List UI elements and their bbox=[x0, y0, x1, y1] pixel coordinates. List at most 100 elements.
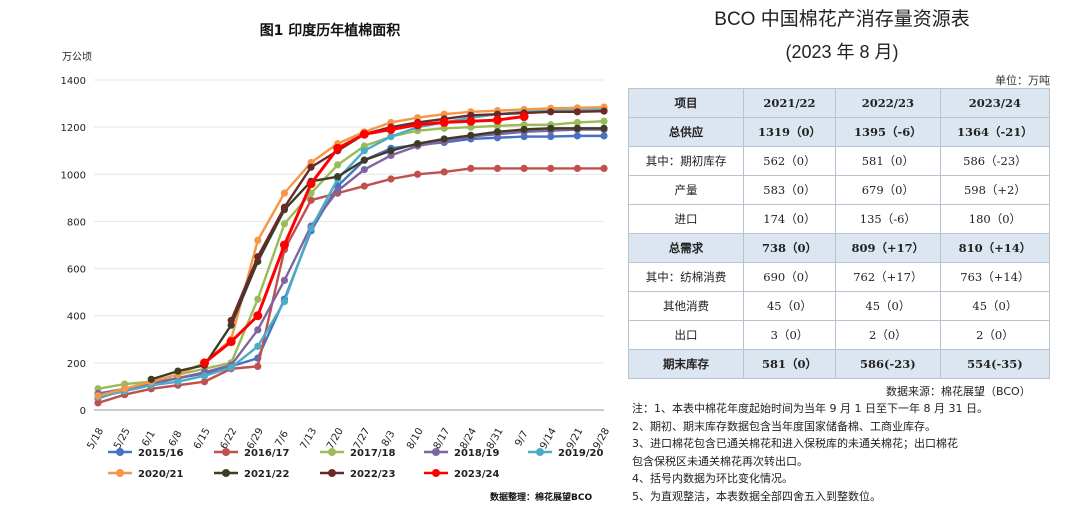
x-tick-label: 7/13 bbox=[299, 426, 320, 451]
legend-label: 2019/20 bbox=[558, 448, 603, 459]
data-point bbox=[147, 375, 155, 383]
data-point bbox=[519, 112, 529, 122]
x-tick-label: 7/20 bbox=[325, 426, 346, 451]
x-tick-label: 8/10 bbox=[405, 426, 426, 451]
table-subtitle: (2023 年 8 月) bbox=[785, 42, 899, 62]
row-value: 581（0） bbox=[743, 349, 836, 379]
data-point bbox=[520, 164, 528, 172]
row-value: 598（+2） bbox=[939, 175, 1051, 205]
row-label: 其他消费 bbox=[628, 291, 744, 321]
y-tick-label: 0 bbox=[80, 406, 86, 417]
table-row: 其中：纺棉消费 690（0） 762（+17） 763（+14） bbox=[628, 262, 1051, 292]
series-2019-20 bbox=[94, 105, 608, 401]
series-line bbox=[97, 120, 605, 390]
row-value: 738（0） bbox=[743, 233, 836, 263]
table-row: 其他消费 45（0） 45（0） 45（0） bbox=[628, 291, 1051, 321]
row-value: 45（0） bbox=[939, 291, 1051, 321]
legend-item: 2018/19 bbox=[424, 448, 499, 459]
data-point bbox=[360, 156, 368, 164]
data-point bbox=[573, 164, 581, 172]
data-point bbox=[279, 240, 289, 250]
y-tick-label: 1400 bbox=[61, 76, 86, 87]
data-point bbox=[306, 179, 316, 189]
data-point bbox=[573, 108, 581, 116]
data-point bbox=[493, 164, 502, 172]
legend-swatch-marker bbox=[222, 469, 230, 477]
legend-label: 2020/21 bbox=[138, 469, 183, 480]
row-value: 45（0） bbox=[743, 291, 836, 321]
data-point bbox=[334, 161, 342, 169]
chart-source-annotation: 数据整理：棉花展望BCO bbox=[490, 491, 592, 503]
data-point bbox=[387, 175, 395, 183]
row-value: 45（0） bbox=[834, 291, 941, 321]
x-tick-label: 9/14 bbox=[538, 426, 559, 451]
note-line: 4、括号内数据为环比变化情况。 bbox=[632, 472, 793, 485]
data-point bbox=[387, 132, 395, 141]
data-point bbox=[200, 372, 209, 380]
table-header-row: 项目 2021/22 2022/23 2023/24 bbox=[628, 88, 1051, 118]
data-point bbox=[307, 163, 315, 171]
table-row: 出口 3（0） 2（0） 2（0） bbox=[628, 320, 1051, 350]
data-point bbox=[573, 124, 581, 132]
row-label: 期末库存 bbox=[628, 349, 744, 379]
data-point bbox=[200, 378, 209, 386]
legend-label: 2018/19 bbox=[454, 448, 499, 459]
x-tick-label: 7/6 bbox=[273, 429, 291, 448]
legend-label: 2021/22 bbox=[244, 469, 289, 480]
legend-swatch-marker bbox=[432, 448, 440, 456]
x-tick-label: 5/18 bbox=[85, 426, 106, 451]
note-line: 2、期初、期末库存数据包含当年度国家储备棉、工商业库存。 bbox=[632, 419, 936, 433]
legend-label: 2015/16 bbox=[138, 448, 183, 459]
row-value: 809（+17） bbox=[834, 233, 941, 263]
y-tick-label: 800 bbox=[67, 217, 86, 228]
series-2017-18 bbox=[94, 117, 608, 393]
data-point bbox=[600, 132, 608, 140]
legend-swatch-marker bbox=[536, 448, 544, 456]
data-point bbox=[413, 120, 423, 130]
header-2022-23: 2022/23 bbox=[834, 88, 941, 118]
data-point bbox=[547, 164, 555, 172]
data-point bbox=[600, 107, 608, 115]
row-value: 1319（0） bbox=[743, 117, 836, 147]
x-tick-label: 6/15 bbox=[192, 426, 213, 451]
cotton-area-line-chart: 图1 印度历年植棉面积 万公顷 0 200 400 600 800 1000 1200 140… bbox=[61, 22, 613, 503]
legend-item: 2017/18 bbox=[320, 448, 395, 459]
series-layer bbox=[94, 103, 608, 407]
legend-swatch-marker bbox=[328, 448, 336, 456]
row-value: 690（0） bbox=[743, 262, 836, 292]
data-point bbox=[121, 385, 129, 393]
x-tick-label: 5/25 bbox=[112, 426, 133, 451]
legend-item: 2020/21 bbox=[108, 469, 183, 480]
data-point bbox=[520, 125, 528, 134]
row-value: 2（0） bbox=[834, 320, 941, 350]
series-line bbox=[150, 127, 604, 381]
data-point bbox=[307, 196, 315, 204]
row-value: 586(-23) bbox=[834, 349, 941, 379]
data-point bbox=[334, 187, 342, 195]
data-point bbox=[174, 378, 182, 386]
data-point bbox=[547, 132, 555, 141]
data-point bbox=[467, 131, 475, 139]
data-point bbox=[334, 173, 342, 181]
table-row: 期末库存 581（0） 586(-23) 554(-35) bbox=[628, 349, 1051, 379]
data-point bbox=[547, 124, 555, 132]
series-line bbox=[97, 167, 604, 405]
data-point bbox=[254, 362, 262, 370]
legend-label: 2023/24 bbox=[454, 469, 499, 480]
chart-title: 图1 印度历年植棉面积 bbox=[260, 22, 401, 39]
data-point bbox=[280, 297, 289, 306]
row-label: 进口 bbox=[628, 204, 744, 234]
data-point bbox=[413, 170, 422, 178]
y-axis-label: 万公顷 bbox=[62, 51, 92, 63]
series-2016-17 bbox=[94, 164, 608, 407]
data-point bbox=[307, 224, 315, 233]
note-line: 5、为直观整洁，本表数据全部四舍五入到整数位。 bbox=[632, 489, 881, 503]
series-2020-21 bbox=[94, 103, 608, 400]
table-row: 总供应 1319（0） 1395（-6） 1364（-21） bbox=[628, 117, 1051, 147]
data-point bbox=[280, 189, 289, 197]
legend-swatch-marker bbox=[116, 448, 124, 456]
row-label: 总需求 bbox=[628, 233, 744, 263]
row-value: 586（-23） bbox=[939, 146, 1051, 176]
data-point bbox=[359, 129, 369, 139]
data-point bbox=[200, 358, 210, 368]
